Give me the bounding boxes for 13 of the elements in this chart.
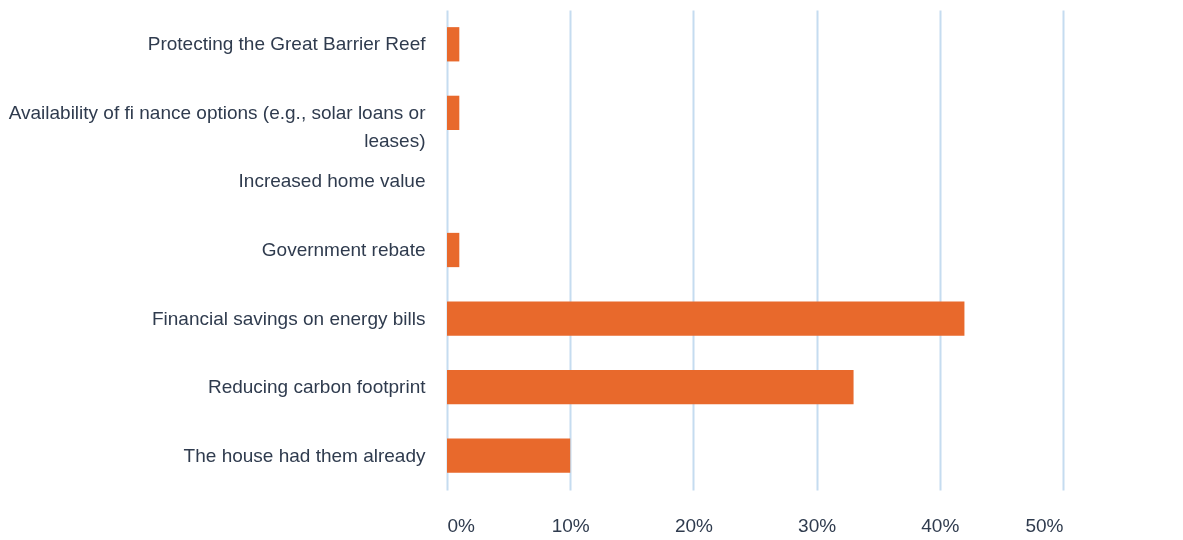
x-tick-label: 0% [447,514,476,536]
y-tick-label: Government rebate [261,239,426,260]
y-tick-label: Reducing carbon footprint [207,376,427,398]
y-tick-label: Protecting the Great Barrier Reef [147,33,427,55]
y-tick-label: Availability of fi nance options (e.g., solar loans or leases) [8,101,427,151]
x-tick-label: 20% [674,514,714,536]
y-tick-label: The house had them already [183,444,426,466]
y-tick-label: Financial savings on energy bills [151,307,426,329]
x-tick-label: 50% [1025,514,1064,536]
y-tick-label: Increased home value [238,170,426,192]
x-tick-label: 30% [798,514,837,536]
x-tick-label: 10% [551,514,590,536]
x-tick-label: 40% [921,514,960,536]
